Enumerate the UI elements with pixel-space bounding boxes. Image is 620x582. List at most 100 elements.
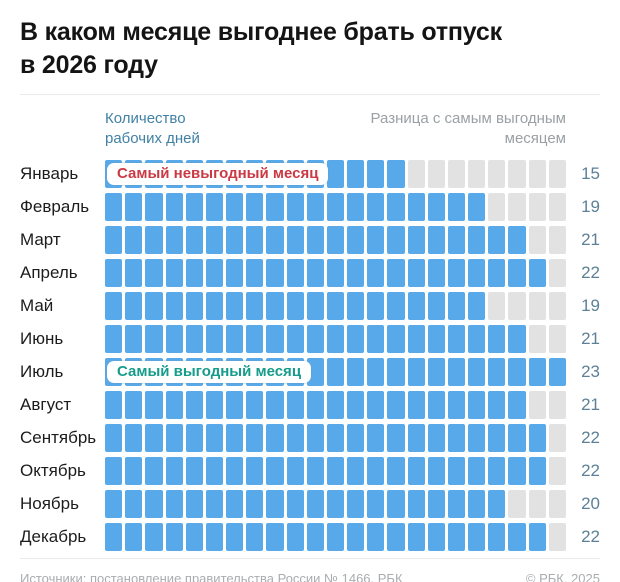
workday-cell [488, 490, 506, 519]
workday-cell [165, 457, 183, 486]
workday-cell [286, 226, 304, 255]
workday-cell [246, 259, 264, 288]
workday-cell [326, 259, 345, 288]
workdays-value: 15 [581, 164, 600, 184]
workday-cell [367, 523, 385, 552]
workday-cell [528, 259, 546, 288]
workday-cell [145, 391, 163, 420]
workdays-value: 20 [581, 494, 600, 514]
workday-cell [145, 259, 163, 288]
workday-cell [286, 325, 304, 354]
workday-cell [145, 226, 163, 255]
workday-cell [488, 226, 506, 255]
workday-cell [326, 490, 345, 519]
workday-cell [347, 160, 365, 189]
workday-cell [185, 292, 203, 321]
workday-cell [246, 226, 264, 255]
month-label: Май [20, 296, 54, 316]
workday-cell [347, 457, 365, 486]
diff-cell [548, 490, 566, 519]
cells-track [105, 523, 566, 552]
workday-cell [447, 490, 466, 519]
workday-cell [347, 490, 365, 519]
diff-cell [488, 193, 506, 222]
month-row: Октябрь 22 [20, 455, 600, 488]
workday-cell [105, 457, 123, 486]
workday-cell [468, 226, 486, 255]
workday-cell [447, 325, 466, 354]
workday-cell [387, 292, 405, 321]
diff-cell [508, 490, 526, 519]
diff-cell [508, 292, 526, 321]
workday-cell [226, 193, 244, 222]
workday-cell [387, 424, 405, 453]
workday-cell [185, 391, 203, 420]
workday-cell [125, 325, 143, 354]
workday-cell [508, 226, 526, 255]
workday-cell [468, 193, 486, 222]
workday-cell [427, 391, 445, 420]
workday-cell [145, 523, 163, 552]
workday-cell [205, 424, 224, 453]
cells-track [105, 226, 566, 255]
workday-cell [266, 226, 284, 255]
workday-cell [185, 490, 203, 519]
workday-cell [205, 226, 224, 255]
workday-cell [347, 523, 365, 552]
cells-track [105, 325, 566, 354]
workday-cell [125, 391, 143, 420]
workday-cell [286, 424, 304, 453]
workday-cell [427, 259, 445, 288]
workday-cell [306, 226, 324, 255]
workday-cell [286, 292, 304, 321]
workday-cell [306, 391, 324, 420]
month-label: Март [20, 230, 61, 250]
workday-cell [306, 490, 324, 519]
workday-cell [125, 292, 143, 321]
footer-sources: Источники: постановление правительства Р… [20, 570, 403, 582]
workday-cell [347, 358, 365, 387]
month-label: Июнь [20, 329, 64, 349]
workday-cell [326, 193, 345, 222]
workday-cell [427, 490, 445, 519]
diff-cell [548, 457, 566, 486]
workday-cell [427, 523, 445, 552]
workday-cell [347, 391, 365, 420]
month-label: Апрель [20, 263, 78, 283]
workday-cell [205, 193, 224, 222]
workday-cell [407, 523, 425, 552]
diff-cell [528, 193, 546, 222]
workdays-value: 21 [581, 395, 600, 415]
diff-cell [488, 160, 506, 189]
workday-cell [105, 391, 123, 420]
month-row: Апрель 22 [20, 257, 600, 290]
workday-cell [266, 325, 284, 354]
month-label: Сентябрь [20, 428, 97, 448]
waffle-chart: Январь Самый невыгодный месяц 15 Февраль 19 М… [20, 158, 600, 554]
workday-cell [367, 193, 385, 222]
workday-cell [286, 193, 304, 222]
diff-cell [528, 292, 546, 321]
workday-cell [468, 292, 486, 321]
month-label: Ноябрь [20, 494, 79, 514]
workday-cell [407, 358, 425, 387]
workday-cell [266, 424, 284, 453]
workday-cell [266, 490, 284, 519]
workday-cell [286, 457, 304, 486]
workday-cell [508, 325, 526, 354]
workday-cell [387, 490, 405, 519]
workday-cell [125, 226, 143, 255]
workday-cell [165, 391, 183, 420]
workday-cell [226, 424, 244, 453]
workday-cell [185, 259, 203, 288]
workday-cell [347, 325, 365, 354]
workday-cell [145, 292, 163, 321]
month-row: Август 21 [20, 389, 600, 422]
workday-cell [427, 325, 445, 354]
workday-cell [447, 523, 466, 552]
workday-cell [205, 523, 224, 552]
legend-difference-label: Разница с самым выгодным месяцем [370, 110, 566, 147]
workday-cell [165, 325, 183, 354]
workday-cell [508, 391, 526, 420]
